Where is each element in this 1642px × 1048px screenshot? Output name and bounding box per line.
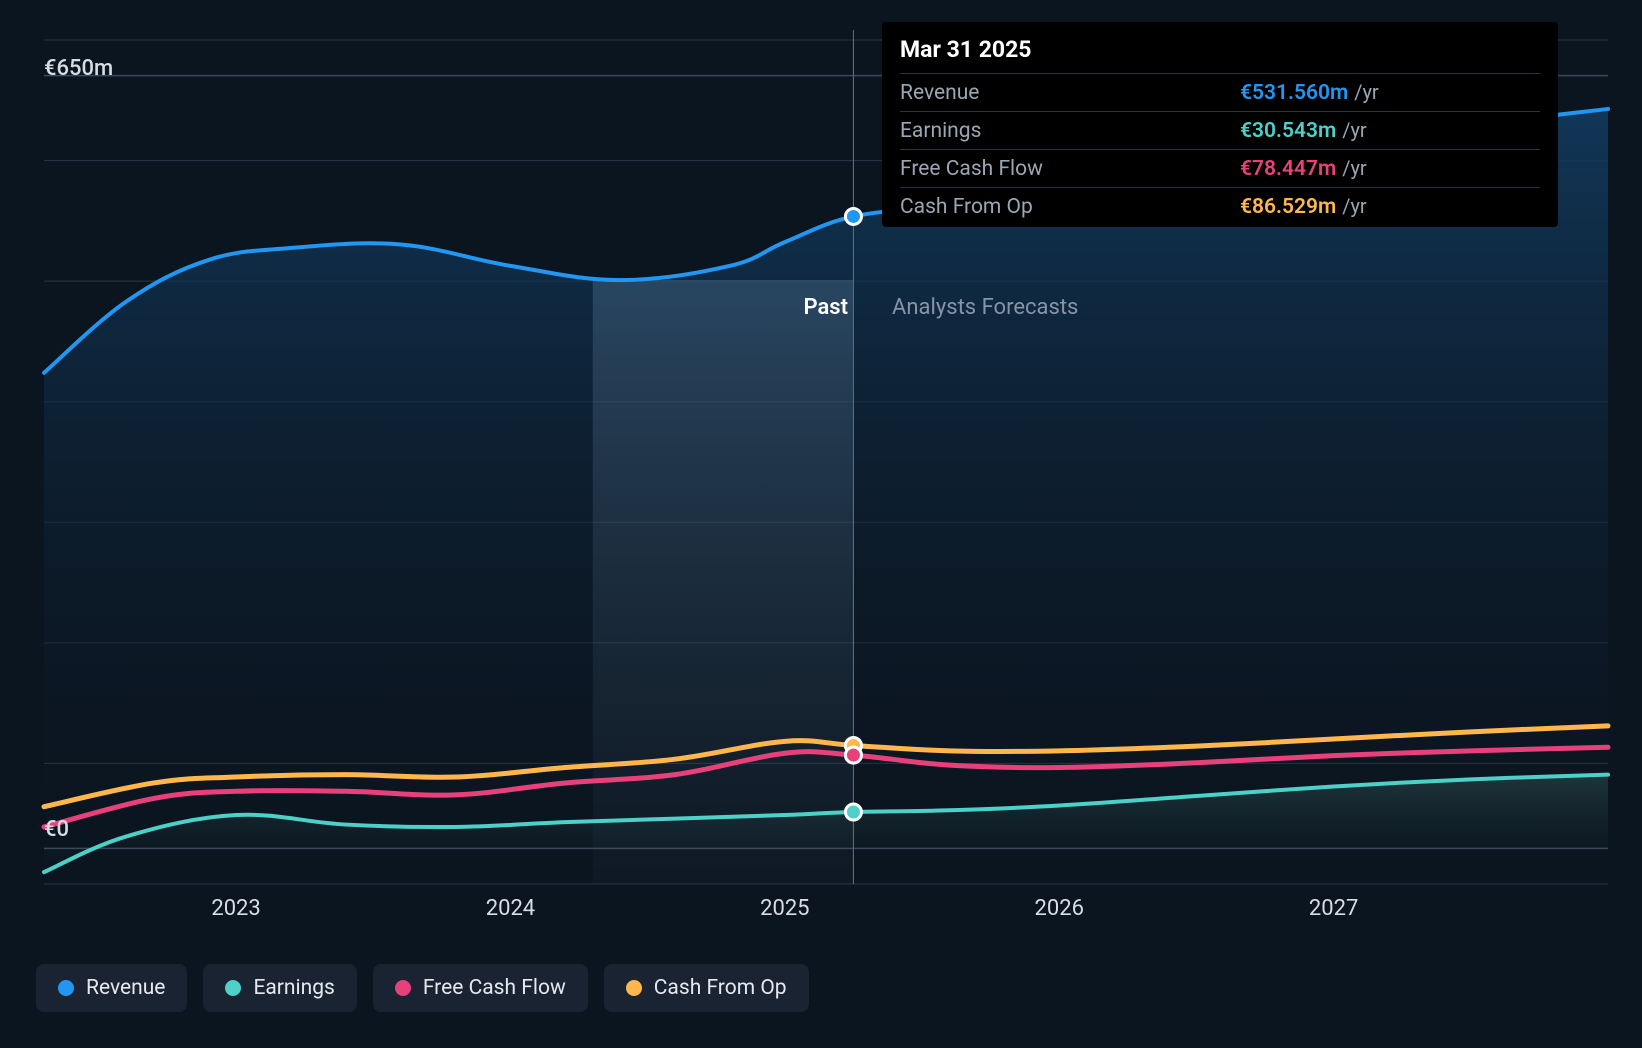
legend-dot-icon xyxy=(395,980,411,996)
tooltip-row: Revenue€531.560m/yr xyxy=(900,74,1540,112)
tooltip-row-value: €86.529m xyxy=(1240,195,1336,219)
legend-item-label: Cash From Op xyxy=(654,976,787,1000)
tooltip-row-value: €531.560m xyxy=(1240,81,1348,105)
y-axis-label: €0 xyxy=(44,817,69,842)
phase-past-label: Past xyxy=(803,295,862,320)
x-axis-label: 2027 xyxy=(1309,896,1358,921)
legend-item-earnings[interactable]: Earnings xyxy=(203,964,356,1012)
tooltip-row-unit: /yr xyxy=(1354,80,1379,104)
tooltip-row-label: Cash From Op xyxy=(900,195,1240,219)
highlight-band xyxy=(593,280,854,884)
x-axis-label: 2026 xyxy=(1034,896,1083,921)
financial-chart: €0 €650m Past Analysts Forecasts 2023 2024… xyxy=(0,0,1642,1048)
legend-item-cash_from_op[interactable]: Cash From Op xyxy=(604,964,809,1012)
tooltip-date: Mar 31 2025 xyxy=(900,32,1540,74)
tooltip-row-value: €78.447m xyxy=(1240,157,1336,181)
tooltip-row-unit: /yr xyxy=(1342,156,1367,180)
tooltip-row-label: Free Cash Flow xyxy=(900,157,1240,181)
legend-dot-icon xyxy=(225,980,241,996)
tooltip-row-label: Revenue xyxy=(900,81,1240,105)
legend-item-label: Earnings xyxy=(253,976,334,1000)
x-axis-label: 2025 xyxy=(760,896,809,921)
phase-forecast-label: Analysts Forecasts xyxy=(892,295,1078,320)
marker-dot-free_cash_flow xyxy=(845,747,861,763)
x-axis-label: 2024 xyxy=(486,896,535,921)
legend-dot-icon xyxy=(626,980,642,996)
y-axis-label: €650m xyxy=(44,56,113,81)
tooltip-row: Free Cash Flow€78.447m/yr xyxy=(900,150,1540,188)
marker-dot-revenue xyxy=(845,208,861,224)
legend-item-label: Revenue xyxy=(86,976,165,1000)
legend-dot-icon xyxy=(58,980,74,996)
tooltip-row: Cash From Op€86.529m/yr xyxy=(900,188,1540,225)
tooltip-row-value: €30.543m xyxy=(1240,119,1336,143)
x-axis-labels: 2023 2024 2025 2026 2027 xyxy=(0,896,1642,926)
legend-item-revenue[interactable]: Revenue xyxy=(36,964,187,1012)
chart-tooltip: Mar 31 2025 Revenue€531.560m/yrEarnings€… xyxy=(882,22,1558,227)
tooltip-row: Earnings€30.543m/yr xyxy=(900,112,1540,150)
x-axis-label: 2023 xyxy=(211,896,260,921)
chart-legend: Revenue Earnings Free Cash Flow Cash From O… xyxy=(36,964,809,1012)
legend-item-label: Free Cash Flow xyxy=(423,976,566,1000)
marker-dot-earnings xyxy=(845,804,861,820)
legend-item-free_cash_flow[interactable]: Free Cash Flow xyxy=(373,964,588,1012)
tooltip-row-label: Earnings xyxy=(900,119,1240,143)
tooltip-row-unit: /yr xyxy=(1342,194,1367,218)
tooltip-row-unit: /yr xyxy=(1342,118,1367,142)
